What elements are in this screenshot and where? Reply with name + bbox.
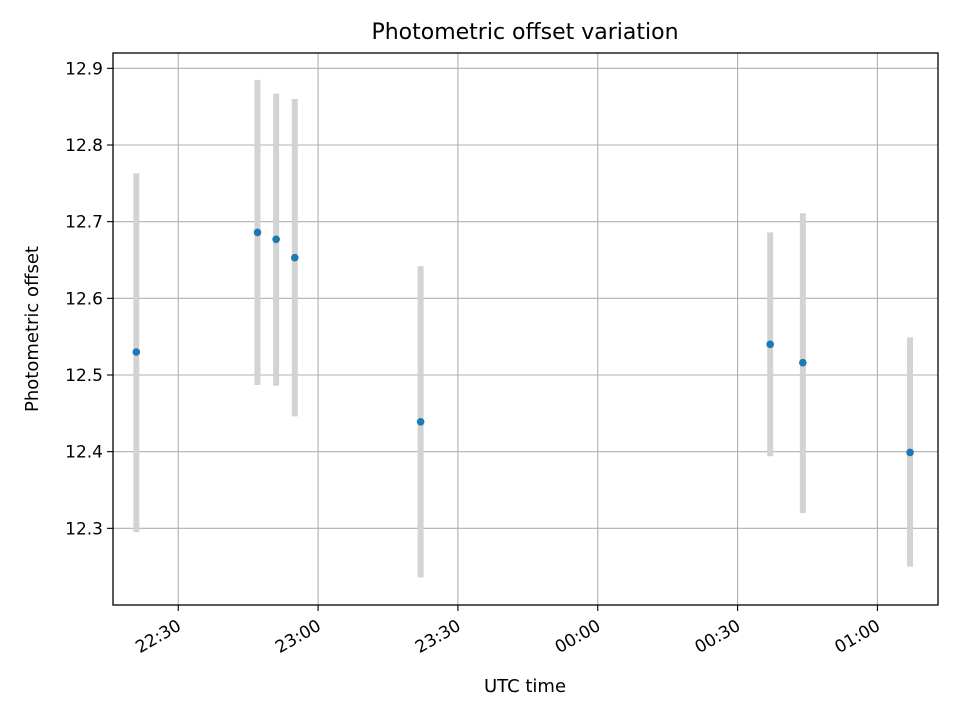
data-points — [132, 228, 914, 457]
plot-frame — [112, 52, 939, 606]
grid — [113, 53, 938, 605]
data-point — [766, 340, 775, 349]
y-tick-label: 12.4 — [65, 443, 103, 463]
data-point — [416, 417, 425, 426]
y-tick-label: 12.9 — [65, 59, 103, 79]
y-tick-label: 12.7 — [65, 213, 103, 233]
data-point — [290, 253, 299, 262]
y-axis: 12.3 12.4 12.5 12.6 12.7 12.8 12.9 — [65, 59, 113, 539]
chart-title: Photometric offset variation — [371, 20, 678, 45]
y-tick-label: 12.5 — [65, 366, 103, 386]
data-point — [132, 348, 141, 356]
y-tick-label: 12.6 — [65, 289, 103, 309]
y-axis-label: Photometric offset — [22, 246, 43, 412]
data-point — [799, 358, 807, 367]
data-point — [272, 235, 280, 244]
data-point — [253, 228, 262, 237]
data-point — [906, 448, 914, 457]
y-tick-label: 12.3 — [65, 519, 103, 539]
y-tick-label: 12.8 — [65, 136, 103, 156]
x-axis-label: UTC time — [484, 676, 566, 697]
